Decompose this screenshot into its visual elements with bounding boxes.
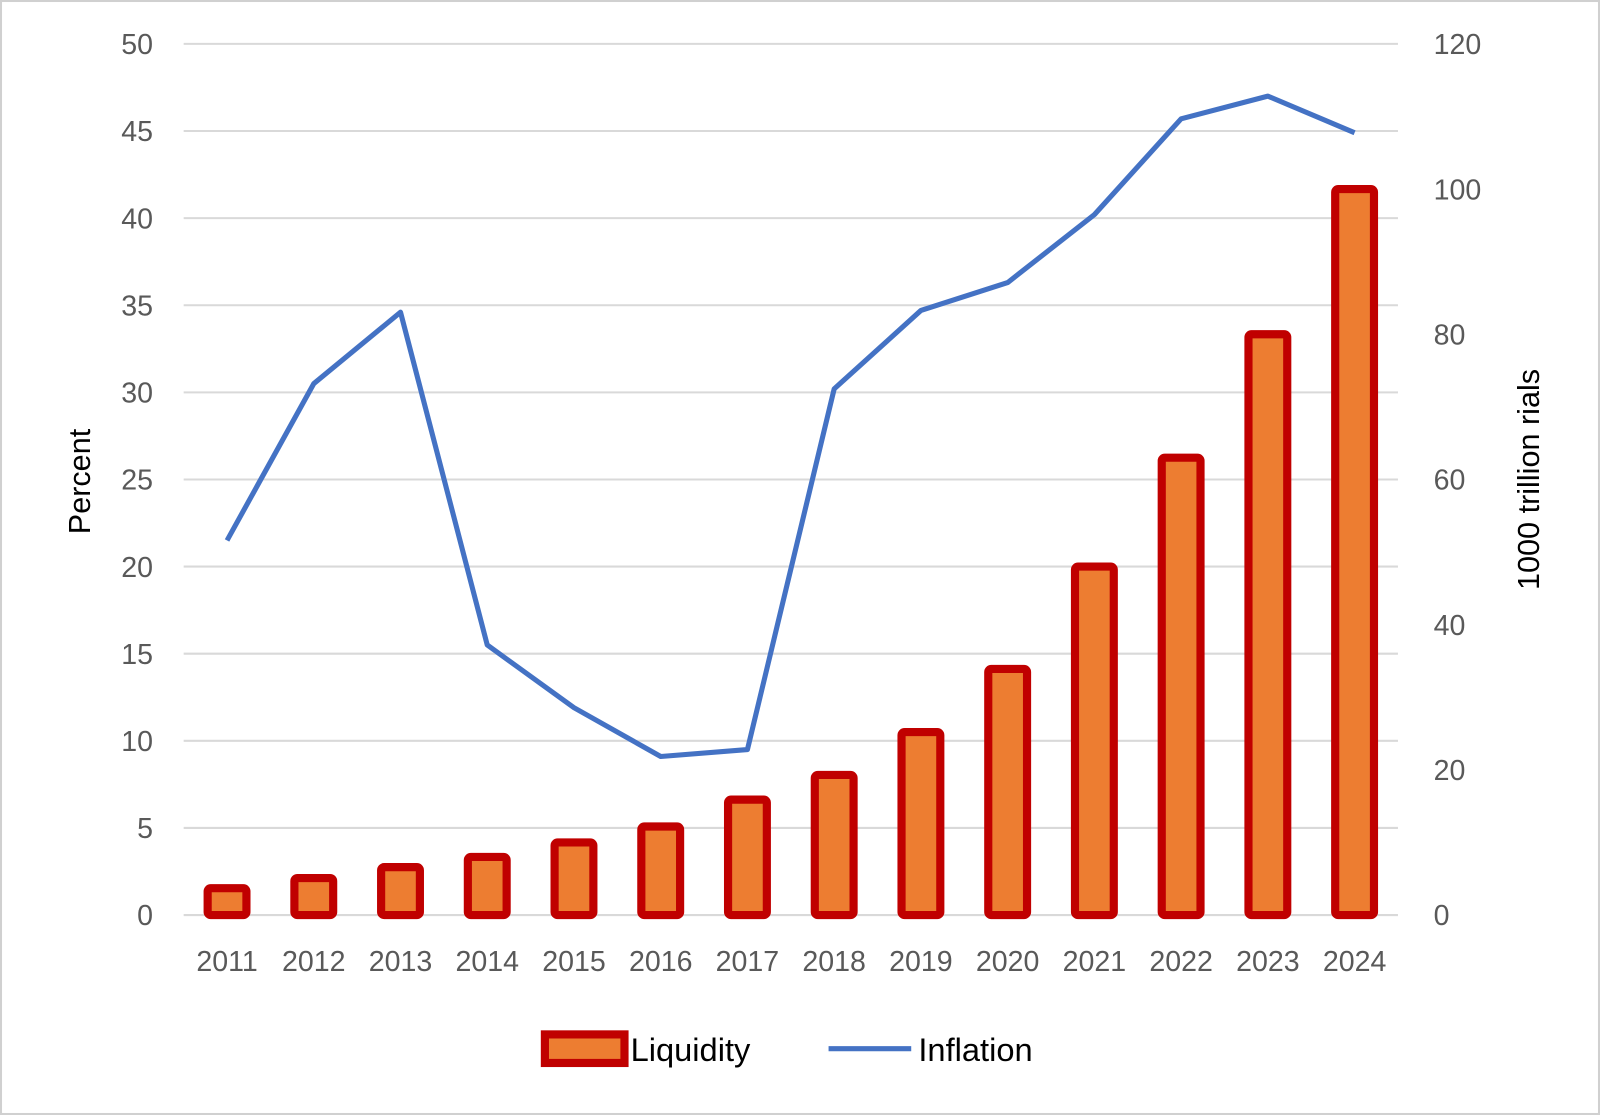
x-tick-label: 2017 (716, 946, 780, 978)
liquidity-bar (723, 795, 771, 920)
x-tick-label: 2019 (889, 946, 953, 978)
left-tick-label: 35 (121, 290, 153, 322)
left-tick-label: 10 (121, 726, 153, 758)
liquidity-bar (984, 664, 1032, 920)
right-tick-label: 120 (1434, 29, 1482, 61)
liquidity-bar (290, 873, 338, 920)
liquidity-bar (1244, 330, 1292, 920)
left-tick-label: 50 (121, 29, 153, 61)
x-tick-label: 2011 (196, 946, 257, 978)
right-axis-label: 1000 trillion rials (1512, 369, 1546, 590)
x-tick-label: 2021 (1063, 946, 1127, 978)
liquidity-bar (810, 770, 858, 920)
left-axis-label: Percent (63, 428, 97, 534)
x-tick-label: 2024 (1323, 946, 1387, 978)
inflation-line (224, 93, 1356, 760)
liquidity-bar (1157, 453, 1205, 920)
legend: Liquidity Inflation (540, 1030, 1033, 1068)
right-tick-label: 0 (1434, 900, 1450, 932)
liquidity-bar (203, 884, 251, 920)
right-axis-ticks: 0 20 40 60 80 100 120 (1434, 29, 1482, 932)
x-tick-label: 2023 (1236, 946, 1300, 978)
liquidity-bar (550, 838, 598, 920)
liquidity-bar (1331, 184, 1379, 920)
x-tick-label: 2016 (629, 946, 693, 978)
x-tick-label: 2012 (282, 946, 346, 978)
liquidity-bar (377, 863, 424, 920)
liquidity-bar (897, 728, 945, 920)
left-tick-label: 40 (121, 203, 153, 235)
legend-inflation-label: Inflation (918, 1031, 1032, 1068)
left-tick-label: 45 (121, 116, 153, 148)
liquidity-bars (203, 184, 1379, 920)
right-tick-label: 100 (1434, 174, 1482, 206)
liquidity-bar (637, 822, 685, 920)
x-tick-label: 2013 (369, 946, 433, 978)
right-tick-label: 40 (1434, 610, 1466, 642)
legend-liquidity-label: Liquidity (631, 1031, 751, 1068)
left-axis-ticks: 0 5 10 15 20 25 30 35 40 45 50 (121, 29, 153, 932)
liquidity-bar (1070, 562, 1118, 920)
left-tick-label: 5 (137, 813, 153, 845)
x-tick-label: 2014 (455, 946, 519, 978)
x-tick-label: 2022 (1149, 946, 1213, 978)
left-tick-label: 25 (121, 465, 153, 497)
right-tick-label: 20 (1434, 755, 1466, 787)
liquidity-bar (463, 852, 511, 920)
left-tick-label: 30 (121, 378, 153, 410)
left-tick-label: 0 (137, 900, 153, 932)
x-tick-label: 2015 (542, 946, 606, 978)
left-tick-label: 15 (121, 639, 153, 671)
right-tick-label: 60 (1434, 465, 1466, 497)
x-tick-label: 2018 (802, 946, 866, 978)
right-tick-label: 80 (1434, 319, 1466, 351)
left-tick-label: 20 (121, 552, 153, 584)
legend-liquidity-swatch (540, 1030, 629, 1068)
x-axis-ticks: 2011 2012 2013 2014 2015 2016 2017 2018 2019 2020… (196, 946, 1386, 978)
x-tick-label: 2020 (976, 946, 1040, 978)
